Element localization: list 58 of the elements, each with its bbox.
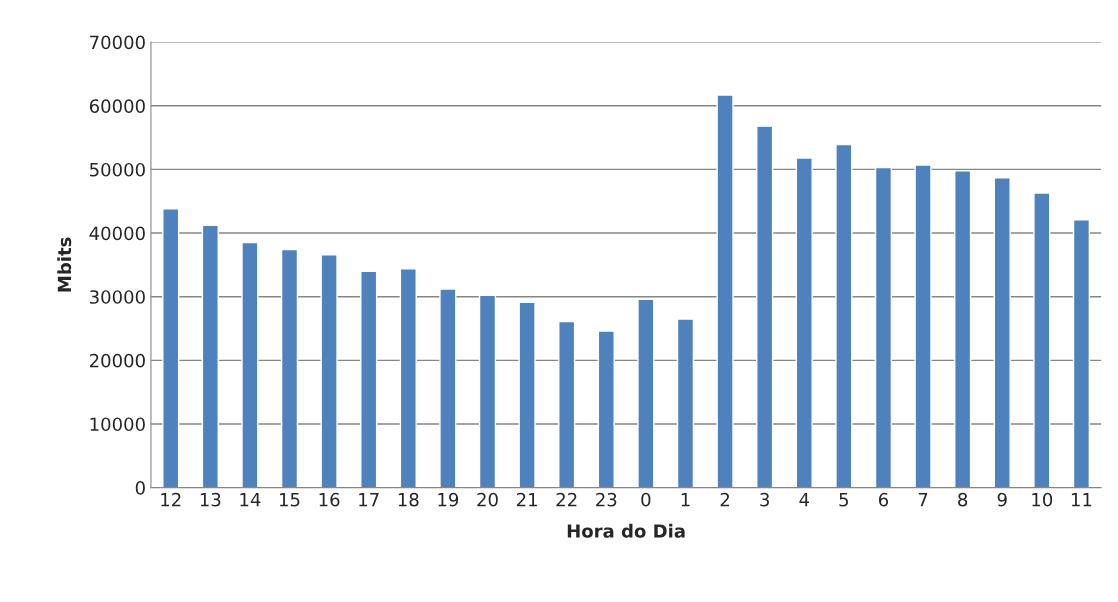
x-tick-label: 4 [799,493,809,507]
y-tick-label: 70000 [90,35,145,50]
x-tick-label: 17 [359,493,379,507]
x-tick-label: 22 [556,492,577,507]
bar [756,125,774,488]
bar [993,176,1011,488]
bar [201,224,219,488]
bar [518,301,536,488]
bar [439,288,457,488]
bar [399,268,417,488]
bar [874,166,893,488]
x-tick-label: 7 [918,493,928,507]
bar [954,169,972,488]
bar [716,94,734,488]
x-tick-label: 6 [878,492,889,507]
bar [597,330,615,488]
bar [320,254,338,488]
y-tick-label: 50000 [90,162,145,177]
x-tick-label: 2 [720,492,730,507]
bar [478,294,497,488]
bar [241,241,259,488]
x-tick-label: 18 [398,492,419,507]
x-tick-label: 15 [280,493,300,507]
x-tick-label: 0 [641,492,651,507]
x-tick-label: 21 [516,492,537,507]
x-axis-title: Hora do Dia [567,523,685,538]
bar [676,318,695,488]
x-tick-label: 13 [200,492,221,507]
bar [835,143,853,488]
bar [280,248,299,488]
y-tick-label: 60000 [89,99,145,113]
x-tick-label: 3 [760,492,769,507]
bar [360,270,378,488]
x-tick-label: 14 [240,493,261,507]
y-tick-label: 10000 [90,417,145,432]
bar [795,157,813,488]
bar [558,320,576,488]
bar [1033,192,1051,488]
x-tick-label: 9 [997,492,1007,507]
bar [1072,219,1091,488]
x-tick-label: 8 [958,492,968,507]
x-tick-label: 23 [596,492,617,507]
y-axis-title: Mbits [57,237,72,292]
bar [637,298,655,488]
y-tick-label: 30000 [90,290,145,304]
x-tick-label: 20 [477,492,498,507]
x-tick-label: 19 [438,492,459,507]
y-tick-label: 40000 [89,226,145,241]
bar [914,164,932,488]
x-tick-label: 12 [161,492,181,507]
x-tick-label: 1 [681,493,690,507]
y-tick-label: 20000 [89,353,145,368]
x-tick-label: 5 [839,493,849,507]
x-tick-label: 11 [1071,493,1092,507]
x-tick-label: 16 [319,492,340,507]
bar [162,208,180,488]
y-tick-label: 0 [135,481,145,495]
x-tick-label: 10 [1032,492,1053,507]
